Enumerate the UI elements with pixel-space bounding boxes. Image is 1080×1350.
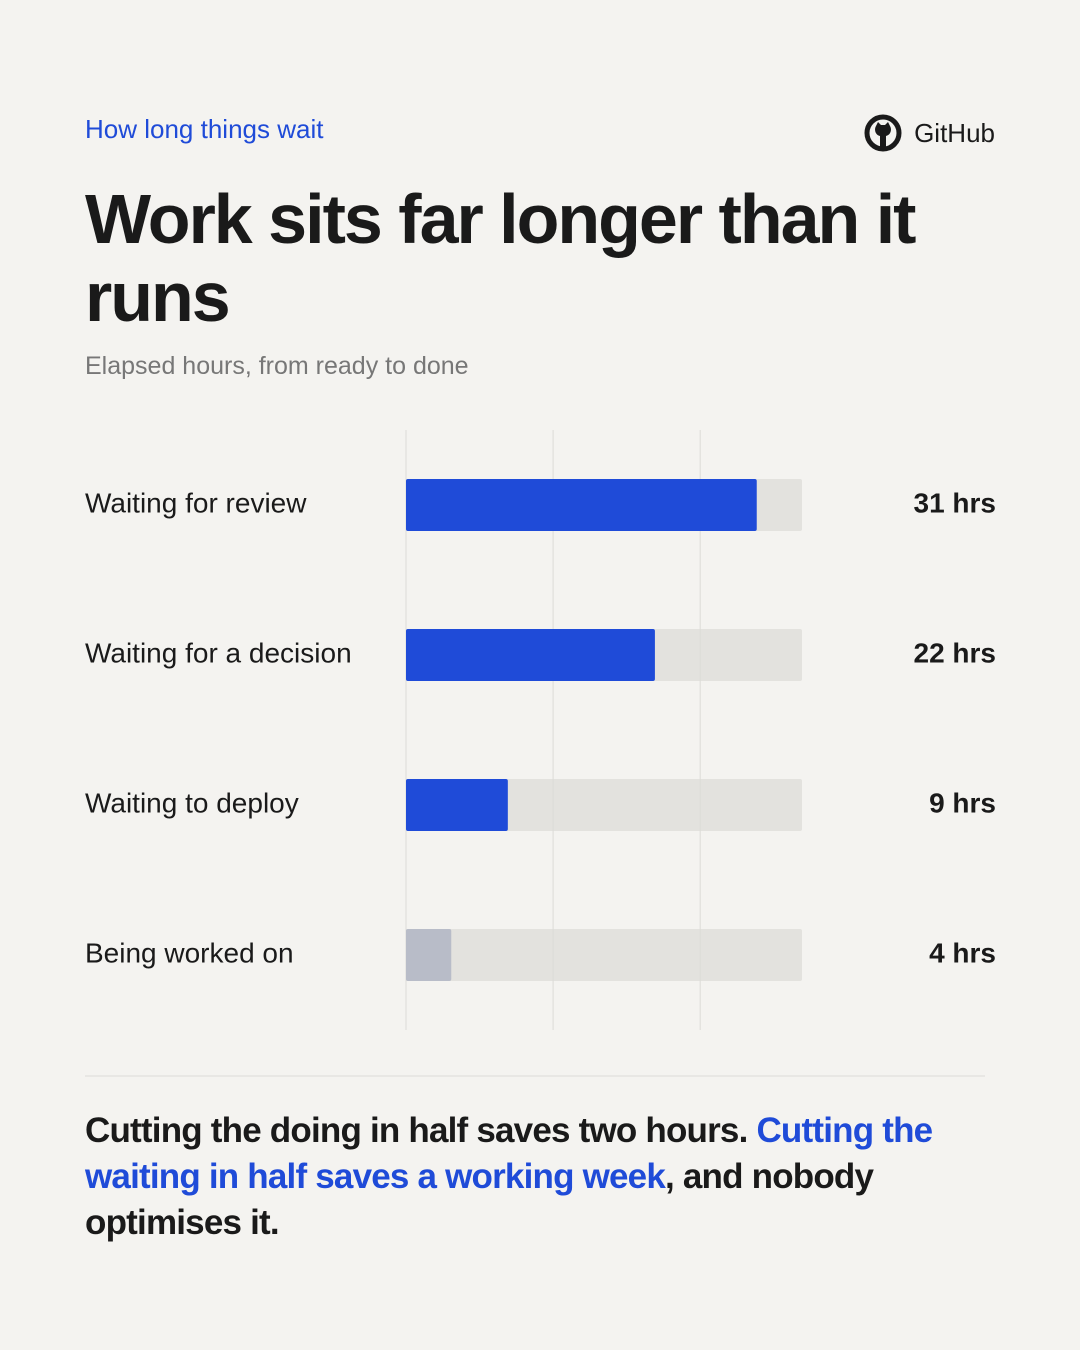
category-label: Waiting for a decision bbox=[85, 637, 352, 668]
bar bbox=[406, 779, 508, 831]
note: Cutting the doing in half saves two hour… bbox=[85, 1108, 965, 1246]
value-label: 4 hrs bbox=[929, 937, 996, 968]
note-segment: Cutting the doing in half saves two hour… bbox=[85, 1111, 757, 1150]
category-label: Waiting to deploy bbox=[85, 787, 299, 818]
value-label: 9 hrs bbox=[929, 787, 996, 818]
note-segment: , and nobody optimises it. bbox=[85, 1157, 874, 1242]
bar bbox=[406, 629, 655, 681]
chart-title: Work sits far longer than it runs bbox=[85, 180, 917, 336]
note-segment: Cutting the waiting in half saves a work… bbox=[85, 1111, 933, 1196]
value-label: 22 hrs bbox=[914, 637, 997, 668]
category-label: Being worked on bbox=[85, 937, 294, 968]
bar-track bbox=[406, 929, 802, 981]
chart-subtitle: Elapsed hours, from ready to done bbox=[85, 352, 469, 380]
source-label: GitHub bbox=[914, 117, 995, 148]
kicker: How long things wait bbox=[85, 114, 324, 144]
category-label: Waiting for review bbox=[85, 487, 307, 518]
bar bbox=[406, 929, 452, 981]
github-icon bbox=[864, 114, 902, 152]
bar bbox=[406, 479, 757, 531]
value-label: 31 hrs bbox=[914, 487, 997, 518]
source: GitHub bbox=[864, 114, 995, 152]
